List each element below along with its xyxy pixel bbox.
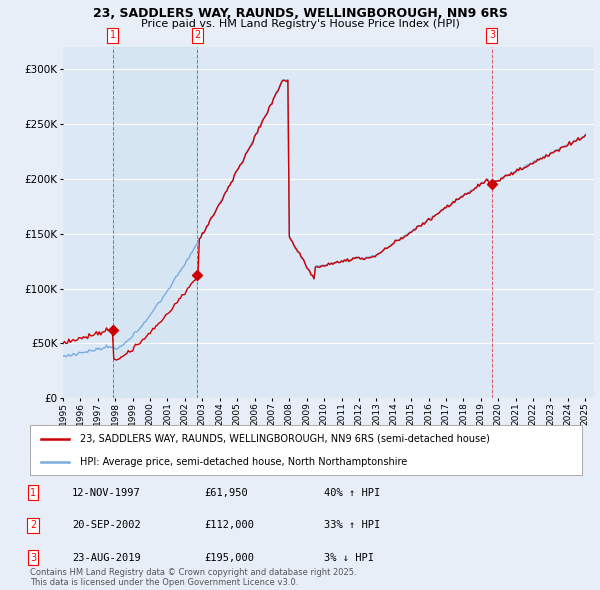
- Text: Price paid vs. HM Land Registry's House Price Index (HPI): Price paid vs. HM Land Registry's House …: [140, 19, 460, 29]
- Text: 1: 1: [110, 30, 116, 40]
- Text: 2: 2: [194, 30, 200, 40]
- Text: HPI: Average price, semi-detached house, North Northamptonshire: HPI: Average price, semi-detached house,…: [80, 457, 407, 467]
- Text: 23, SADDLERS WAY, RAUNDS, WELLINGBOROUGH, NN9 6RS (semi-detached house): 23, SADDLERS WAY, RAUNDS, WELLINGBOROUGH…: [80, 434, 490, 444]
- Text: £195,000: £195,000: [204, 553, 254, 562]
- Text: 33% ↑ HPI: 33% ↑ HPI: [324, 520, 380, 530]
- Text: 1: 1: [30, 488, 36, 497]
- Text: 2: 2: [30, 520, 36, 530]
- Text: 23-AUG-2019: 23-AUG-2019: [72, 553, 141, 562]
- Text: 3% ↓ HPI: 3% ↓ HPI: [324, 553, 374, 562]
- Text: £112,000: £112,000: [204, 520, 254, 530]
- Text: 40% ↑ HPI: 40% ↑ HPI: [324, 488, 380, 497]
- Text: £61,950: £61,950: [204, 488, 248, 497]
- Text: 20-SEP-2002: 20-SEP-2002: [72, 520, 141, 530]
- Text: 23, SADDLERS WAY, RAUNDS, WELLINGBOROUGH, NN9 6RS: 23, SADDLERS WAY, RAUNDS, WELLINGBOROUGH…: [92, 7, 508, 20]
- Text: 12-NOV-1997: 12-NOV-1997: [72, 488, 141, 497]
- Text: 3: 3: [489, 30, 495, 40]
- Bar: [113, 47, 197, 398]
- Text: 3: 3: [30, 553, 36, 562]
- Text: Contains HM Land Registry data © Crown copyright and database right 2025.
This d: Contains HM Land Registry data © Crown c…: [30, 568, 356, 587]
